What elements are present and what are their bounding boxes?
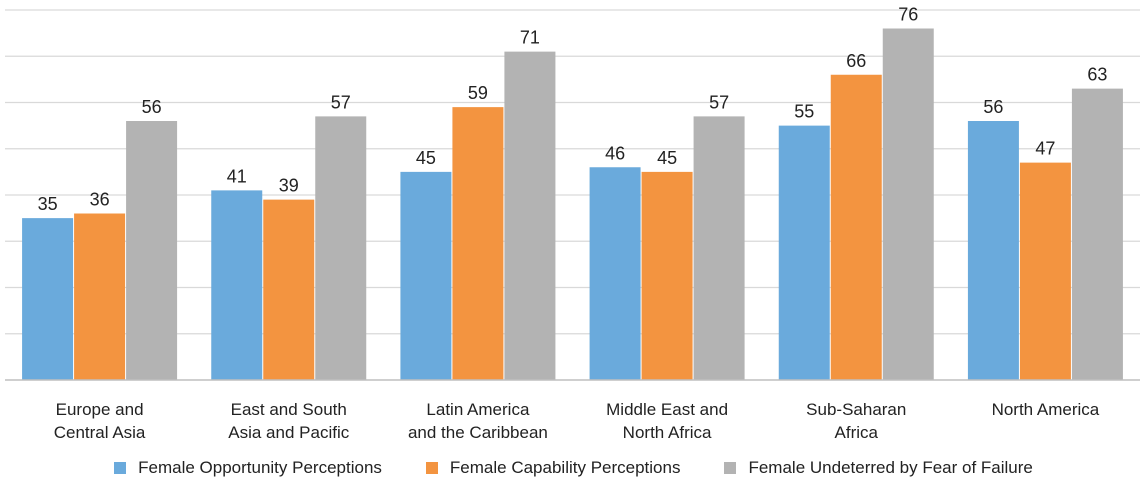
bar-value-label: 47 [1035, 139, 1055, 159]
x-tick-label: Middle East and North Africa [606, 400, 728, 442]
bar[interactable] [22, 218, 74, 380]
bar[interactable] [641, 171, 693, 380]
bar[interactable] [882, 28, 934, 381]
bar[interactable] [1071, 88, 1123, 380]
legend-item-capability[interactable]: Female Capability Perceptions [425, 458, 681, 478]
bars [22, 28, 1123, 381]
legend-swatch-opportunity [114, 462, 127, 474]
bar-value-label: 76 [898, 5, 918, 25]
bar-value-label: 66 [846, 51, 866, 71]
bar-value-label: 57 [709, 92, 729, 112]
bar-chart-plot: 35 36 56 41 39 57 45 59 71 46 45 57 55 66 76 56 47 63 Eur… [5, 5, 1140, 442]
x-tick-label: North America [992, 400, 1100, 419]
bar[interactable] [74, 213, 126, 381]
bar[interactable] [452, 107, 504, 380]
legend-label-opportunity: Female Opportunity Perceptions [138, 458, 382, 477]
bar[interactable] [967, 121, 1019, 380]
bar-value-label: 36 [90, 190, 110, 210]
bar-value-label: 55 [794, 102, 814, 122]
bar[interactable] [400, 171, 452, 380]
bar[interactable] [504, 51, 556, 380]
gridlines [5, 9, 1140, 335]
bar[interactable] [589, 167, 641, 380]
legend-swatch-undeterred [724, 462, 737, 474]
bar-value-label: 45 [416, 148, 436, 168]
bar[interactable] [315, 116, 367, 380]
bar[interactable] [1019, 162, 1071, 380]
legend-label-capability: Female Capability Perceptions [449, 458, 681, 477]
bar-value-label: 46 [605, 143, 625, 163]
bar-value-label: 56 [983, 97, 1003, 117]
x-tick-label: Latin America and the Caribbean [408, 400, 548, 442]
legend-item-opportunity[interactable]: Female Opportunity Perceptions [114, 458, 382, 478]
x-tick-label: Sub-Saharan Africa [806, 400, 906, 442]
bar-value-label: 41 [227, 166, 247, 186]
bar-value-label: 56 [142, 97, 162, 117]
legend-label-undeterred: Female Undeterred by Fear of Failure [748, 458, 1033, 477]
bar[interactable] [693, 116, 745, 380]
bar-value-label: 59 [468, 83, 488, 103]
bar[interactable] [126, 121, 178, 380]
bar[interactable] [211, 190, 263, 380]
data-labels: 35 36 56 41 39 57 45 59 71 46 45 57 55 66 76 56 47 63 [38, 5, 1108, 215]
bar[interactable] [263, 199, 315, 380]
bar-value-label: 63 [1087, 65, 1107, 85]
bar-value-label: 57 [331, 92, 351, 112]
bar-value-label: 39 [279, 176, 299, 196]
x-tick-label: East and South Asia and Pacific [228, 400, 349, 442]
bar-value-label: 35 [38, 194, 58, 214]
bar-value-label: 71 [520, 28, 540, 48]
bar-value-label: 45 [657, 148, 677, 168]
legend-item-undeterred[interactable]: Female Undeterred by Fear of Failure [724, 458, 1033, 478]
bar[interactable] [830, 74, 882, 380]
bar[interactable] [778, 125, 830, 380]
x-tick-label: Europe and Central Asia [54, 400, 146, 442]
x-axis: Europe and Central Asia East and South Asia… [5, 379, 1140, 442]
legend-swatch-capability [425, 462, 438, 474]
legend: Female Opportunity Perceptions Female Ca… [0, 455, 1147, 481]
